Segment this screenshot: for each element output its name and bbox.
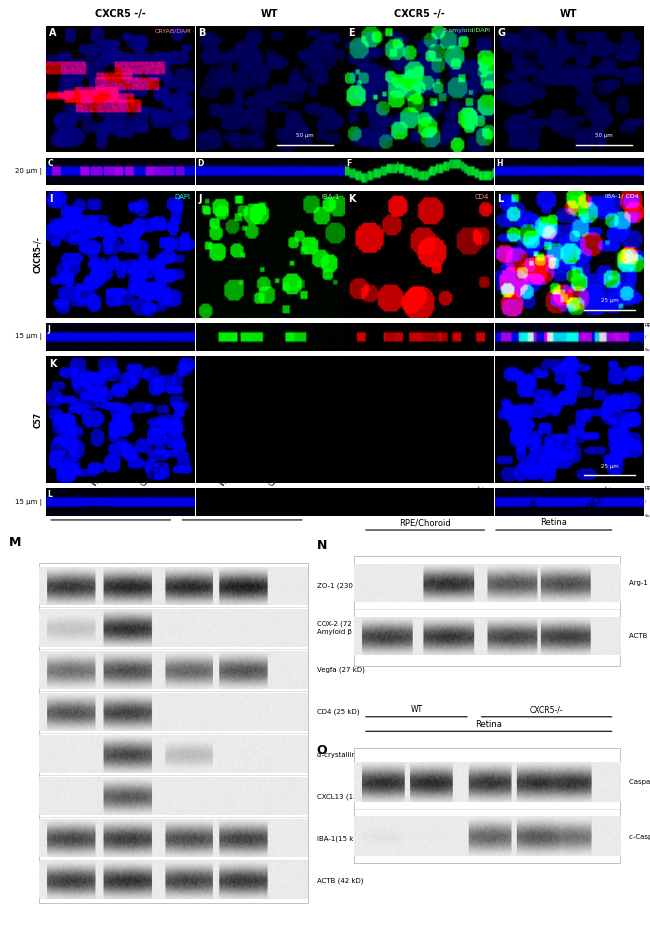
Bar xyxy=(39,563,308,903)
Text: WT: WT xyxy=(90,473,105,488)
Text: CXCR5-/-: CXCR5-/- xyxy=(584,482,614,513)
Text: CRYAB/DAPI: CRYAB/DAPI xyxy=(155,29,191,33)
Text: WT: WT xyxy=(560,9,577,19)
Text: G: G xyxy=(498,29,506,39)
Text: O: O xyxy=(317,744,327,757)
Text: C57: C57 xyxy=(33,411,42,428)
Text: 15 µm |: 15 µm | xyxy=(15,498,42,506)
Text: /: / xyxy=(645,335,646,339)
Text: K: K xyxy=(49,358,57,369)
Bar xyxy=(354,747,620,863)
Text: RPE/Choroid: RPE/Choroid xyxy=(399,519,451,527)
Text: CXCR5-/-: CXCR5-/- xyxy=(530,705,564,714)
Text: IBA-1/ CD4: IBA-1/ CD4 xyxy=(604,194,638,198)
Text: 25 µm: 25 µm xyxy=(601,298,618,304)
Text: CD4 (25 kD): CD4 (25 kD) xyxy=(317,709,359,716)
Text: 20 µm |: 20 µm | xyxy=(15,169,42,175)
Text: C: C xyxy=(47,159,53,169)
Text: Vegfa (27 kD): Vegfa (27 kD) xyxy=(317,667,365,673)
Text: Retina: Retina xyxy=(475,720,502,729)
Text: /: / xyxy=(645,500,646,504)
Text: WT: WT xyxy=(391,498,406,513)
Text: RPE/Choroid: RPE/Choroid xyxy=(85,505,136,514)
Bar xyxy=(354,557,620,666)
Text: H: H xyxy=(496,159,502,169)
Text: Retina: Retina xyxy=(229,505,255,514)
Text: Sub-RPE: Sub-RPE xyxy=(645,348,650,353)
Text: J: J xyxy=(47,324,51,333)
Text: CXCL13 (13 kD): CXCL13 (13 kD) xyxy=(317,794,372,800)
Text: c-Caspase 1 (20 kD): c-Caspase 1 (20 kD) xyxy=(629,833,650,840)
Text: WT: WT xyxy=(218,473,233,488)
Text: B: B xyxy=(199,29,206,39)
Text: M: M xyxy=(8,535,21,549)
Text: D: D xyxy=(197,159,203,169)
Text: DAPI: DAPI xyxy=(174,194,190,200)
Text: ZO-1 (230 kD): ZO-1 (230 kD) xyxy=(317,582,367,589)
Text: Arg-1 (37 kD): Arg-1 (37 kD) xyxy=(629,580,650,586)
Text: Sub-RPE: Sub-RPE xyxy=(645,514,650,518)
Text: ACTB (42 kD): ACTB (42 kD) xyxy=(317,878,363,884)
Text: CXCR5-/-: CXCR5-/- xyxy=(266,458,297,488)
Text: CXCR5-/-: CXCR5-/- xyxy=(457,482,487,513)
Text: I: I xyxy=(49,194,53,204)
Text: 25 µm: 25 µm xyxy=(601,464,618,469)
Text: F: F xyxy=(346,159,352,169)
Text: J: J xyxy=(199,194,202,204)
Text: RPE: RPE xyxy=(645,323,650,328)
Text: Retina: Retina xyxy=(540,519,567,527)
Text: IBA-1: IBA-1 xyxy=(321,194,339,200)
Text: α-crystallin B (23 kD): α-crystallin B (23 kD) xyxy=(317,751,391,757)
Text: Caspase 1 (50 kD): Caspase 1 (50 kD) xyxy=(629,779,650,785)
Text: β-amyloid/DAPI: β-amyloid/DAPI xyxy=(443,29,490,33)
Text: 50 µm: 50 µm xyxy=(296,133,314,138)
Text: CXCR5 -/-: CXCR5 -/- xyxy=(394,9,445,19)
Text: L: L xyxy=(498,194,504,204)
Text: WT: WT xyxy=(526,498,541,513)
Text: 50 µm: 50 µm xyxy=(595,133,613,138)
Text: CD4: CD4 xyxy=(474,194,489,200)
Text: CXCR5-/-: CXCR5-/- xyxy=(33,236,42,273)
Text: WT: WT xyxy=(410,705,422,714)
Text: CXCR5 -/-: CXCR5 -/- xyxy=(95,9,146,19)
Text: WT: WT xyxy=(261,9,278,19)
Text: K: K xyxy=(348,194,356,204)
Text: A: A xyxy=(49,29,57,39)
Text: COX-2 (72 kD)
Amyloid β (65 kD): COX-2 (72 kD) Amyloid β (65 kD) xyxy=(317,621,380,635)
Text: N: N xyxy=(317,540,327,553)
Text: ACTB (42 kD): ACTB (42 kD) xyxy=(629,632,650,639)
Text: RPE: RPE xyxy=(645,486,650,492)
Text: IBA-1(15 kD): IBA-1(15 kD) xyxy=(317,835,361,842)
Text: 15 µm |: 15 µm | xyxy=(15,333,42,341)
Text: E: E xyxy=(348,29,355,39)
Text: L: L xyxy=(47,490,53,499)
Text: CXCR5-/-: CXCR5-/- xyxy=(138,458,168,488)
